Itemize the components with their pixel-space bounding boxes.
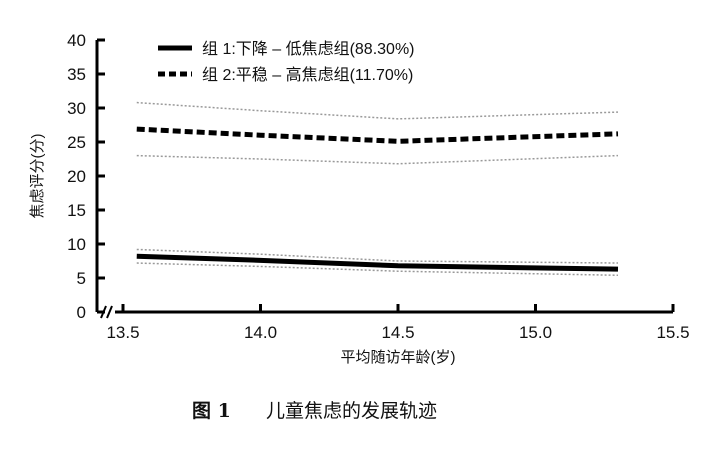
y-tick-label: 0 (77, 303, 86, 322)
y-tick-label: 20 (67, 167, 86, 186)
legend-label-group1: 组 1:下降 – 低焦虑组(88.30%) (202, 40, 415, 58)
series-line-group1 (136, 253, 619, 272)
legend-label-group2: 组 2:平稳 – 高焦虑组(11.70%) (202, 66, 413, 84)
y-tick-label: 15 (67, 201, 86, 220)
y-tick-label: 10 (67, 235, 86, 254)
x-tick-label: 13.5 (106, 323, 139, 342)
ci-upper-line-group2 (136, 101, 619, 120)
x-tick-label: 14.0 (244, 323, 277, 342)
y-tick-label: 30 (67, 99, 86, 118)
x-tick-label: 15.0 (519, 323, 552, 342)
x-tick-label: 15.5 (656, 323, 689, 342)
legend: 组 1:下降 – 低焦虑组(88.30%) 组 2:平稳 – 高焦虑组(11.7… (158, 40, 415, 84)
y-axis-label: 焦虑评分(分) (29, 134, 46, 219)
x-axis-label: 平均随访年龄(岁) (341, 349, 456, 366)
ci-lower-line-group2 (136, 154, 619, 165)
series-line-group2 (136, 126, 619, 144)
ci-lower-line-group1 (136, 262, 619, 277)
ci-upper-line-group1 (136, 248, 619, 264)
series-group (136, 101, 619, 277)
y-tick-label: 5 (77, 269, 86, 288)
y-tick-label: 40 (67, 31, 86, 50)
figure-caption-text: 儿童焦虑的发展轨迹 (266, 400, 437, 422)
axes: 0 5 10 15 20 25 30 35 40 13.5 14.0 14.5 15.0 15.5 (67, 31, 689, 342)
x-tick-label: 14.5 (381, 323, 414, 342)
y-tick-label: 35 (67, 65, 86, 84)
figure-caption-number: 图 1 (192, 400, 231, 422)
y-tick-label: 25 (67, 133, 86, 152)
